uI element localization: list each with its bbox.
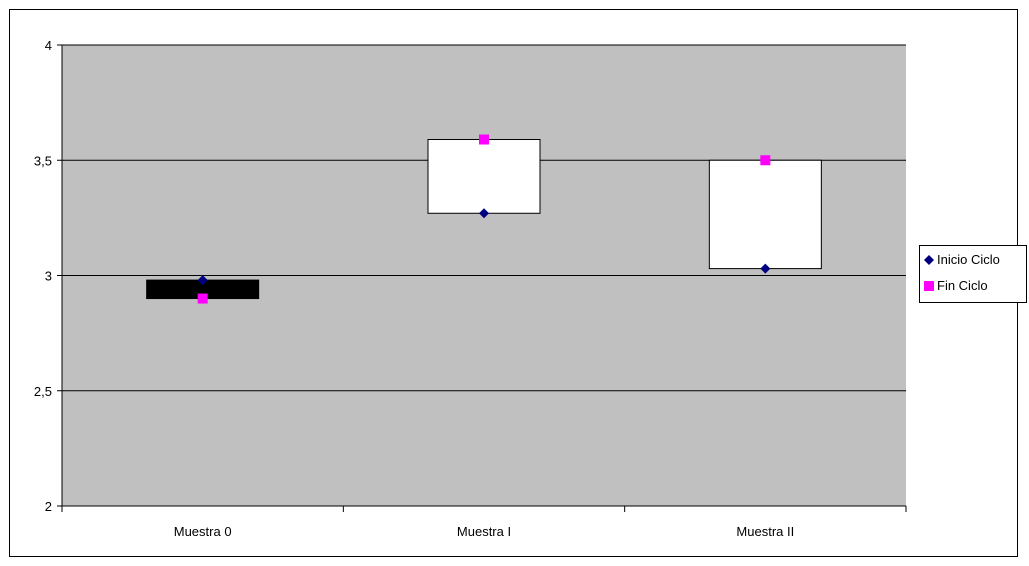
up-box <box>708 159 822 270</box>
x-tick-label: Muestra 0 <box>174 524 232 539</box>
marker-inicio-ciclo <box>479 208 489 219</box>
marker-inicio-ciclo <box>197 275 208 286</box>
boxes <box>146 139 822 300</box>
y-tick-label: 2,5 <box>34 384 52 399</box>
x-tick-label: Muestra I <box>457 524 511 539</box>
y-tick-label: 2 <box>45 499 52 514</box>
y-tick-label: 4 <box>45 38 52 53</box>
up-box <box>427 139 541 214</box>
diamond-icon <box>924 254 934 265</box>
y-tick-label: 3,5 <box>34 153 52 168</box>
legend-item-fin: Fin Ciclo <box>924 278 988 293</box>
marker-fin-ciclo <box>197 293 208 304</box>
legend-item-inicio: Inicio Ciclo <box>924 252 1000 267</box>
legend-label-fin: Fin Ciclo <box>937 278 988 293</box>
y-tick-label: 3 <box>45 269 52 284</box>
legend-label-inicio: Inicio Ciclo <box>937 252 1000 267</box>
square-icon <box>924 280 934 291</box>
marker-fin-ciclo <box>760 155 771 166</box>
y-tick-labels: 2 2,5 3 3,5 4 <box>34 38 52 514</box>
markers <box>197 134 771 304</box>
marker-fin-ciclo <box>479 134 489 145</box>
x-tick-label: Muestra II <box>736 524 794 539</box>
x-tick-labels: Muestra 0 Muestra I Muestra II <box>174 524 794 539</box>
axes <box>57 44 907 512</box>
legend: Inicio Ciclo Fin Ciclo <box>919 245 1027 303</box>
marker-inicio-ciclo <box>760 263 771 274</box>
